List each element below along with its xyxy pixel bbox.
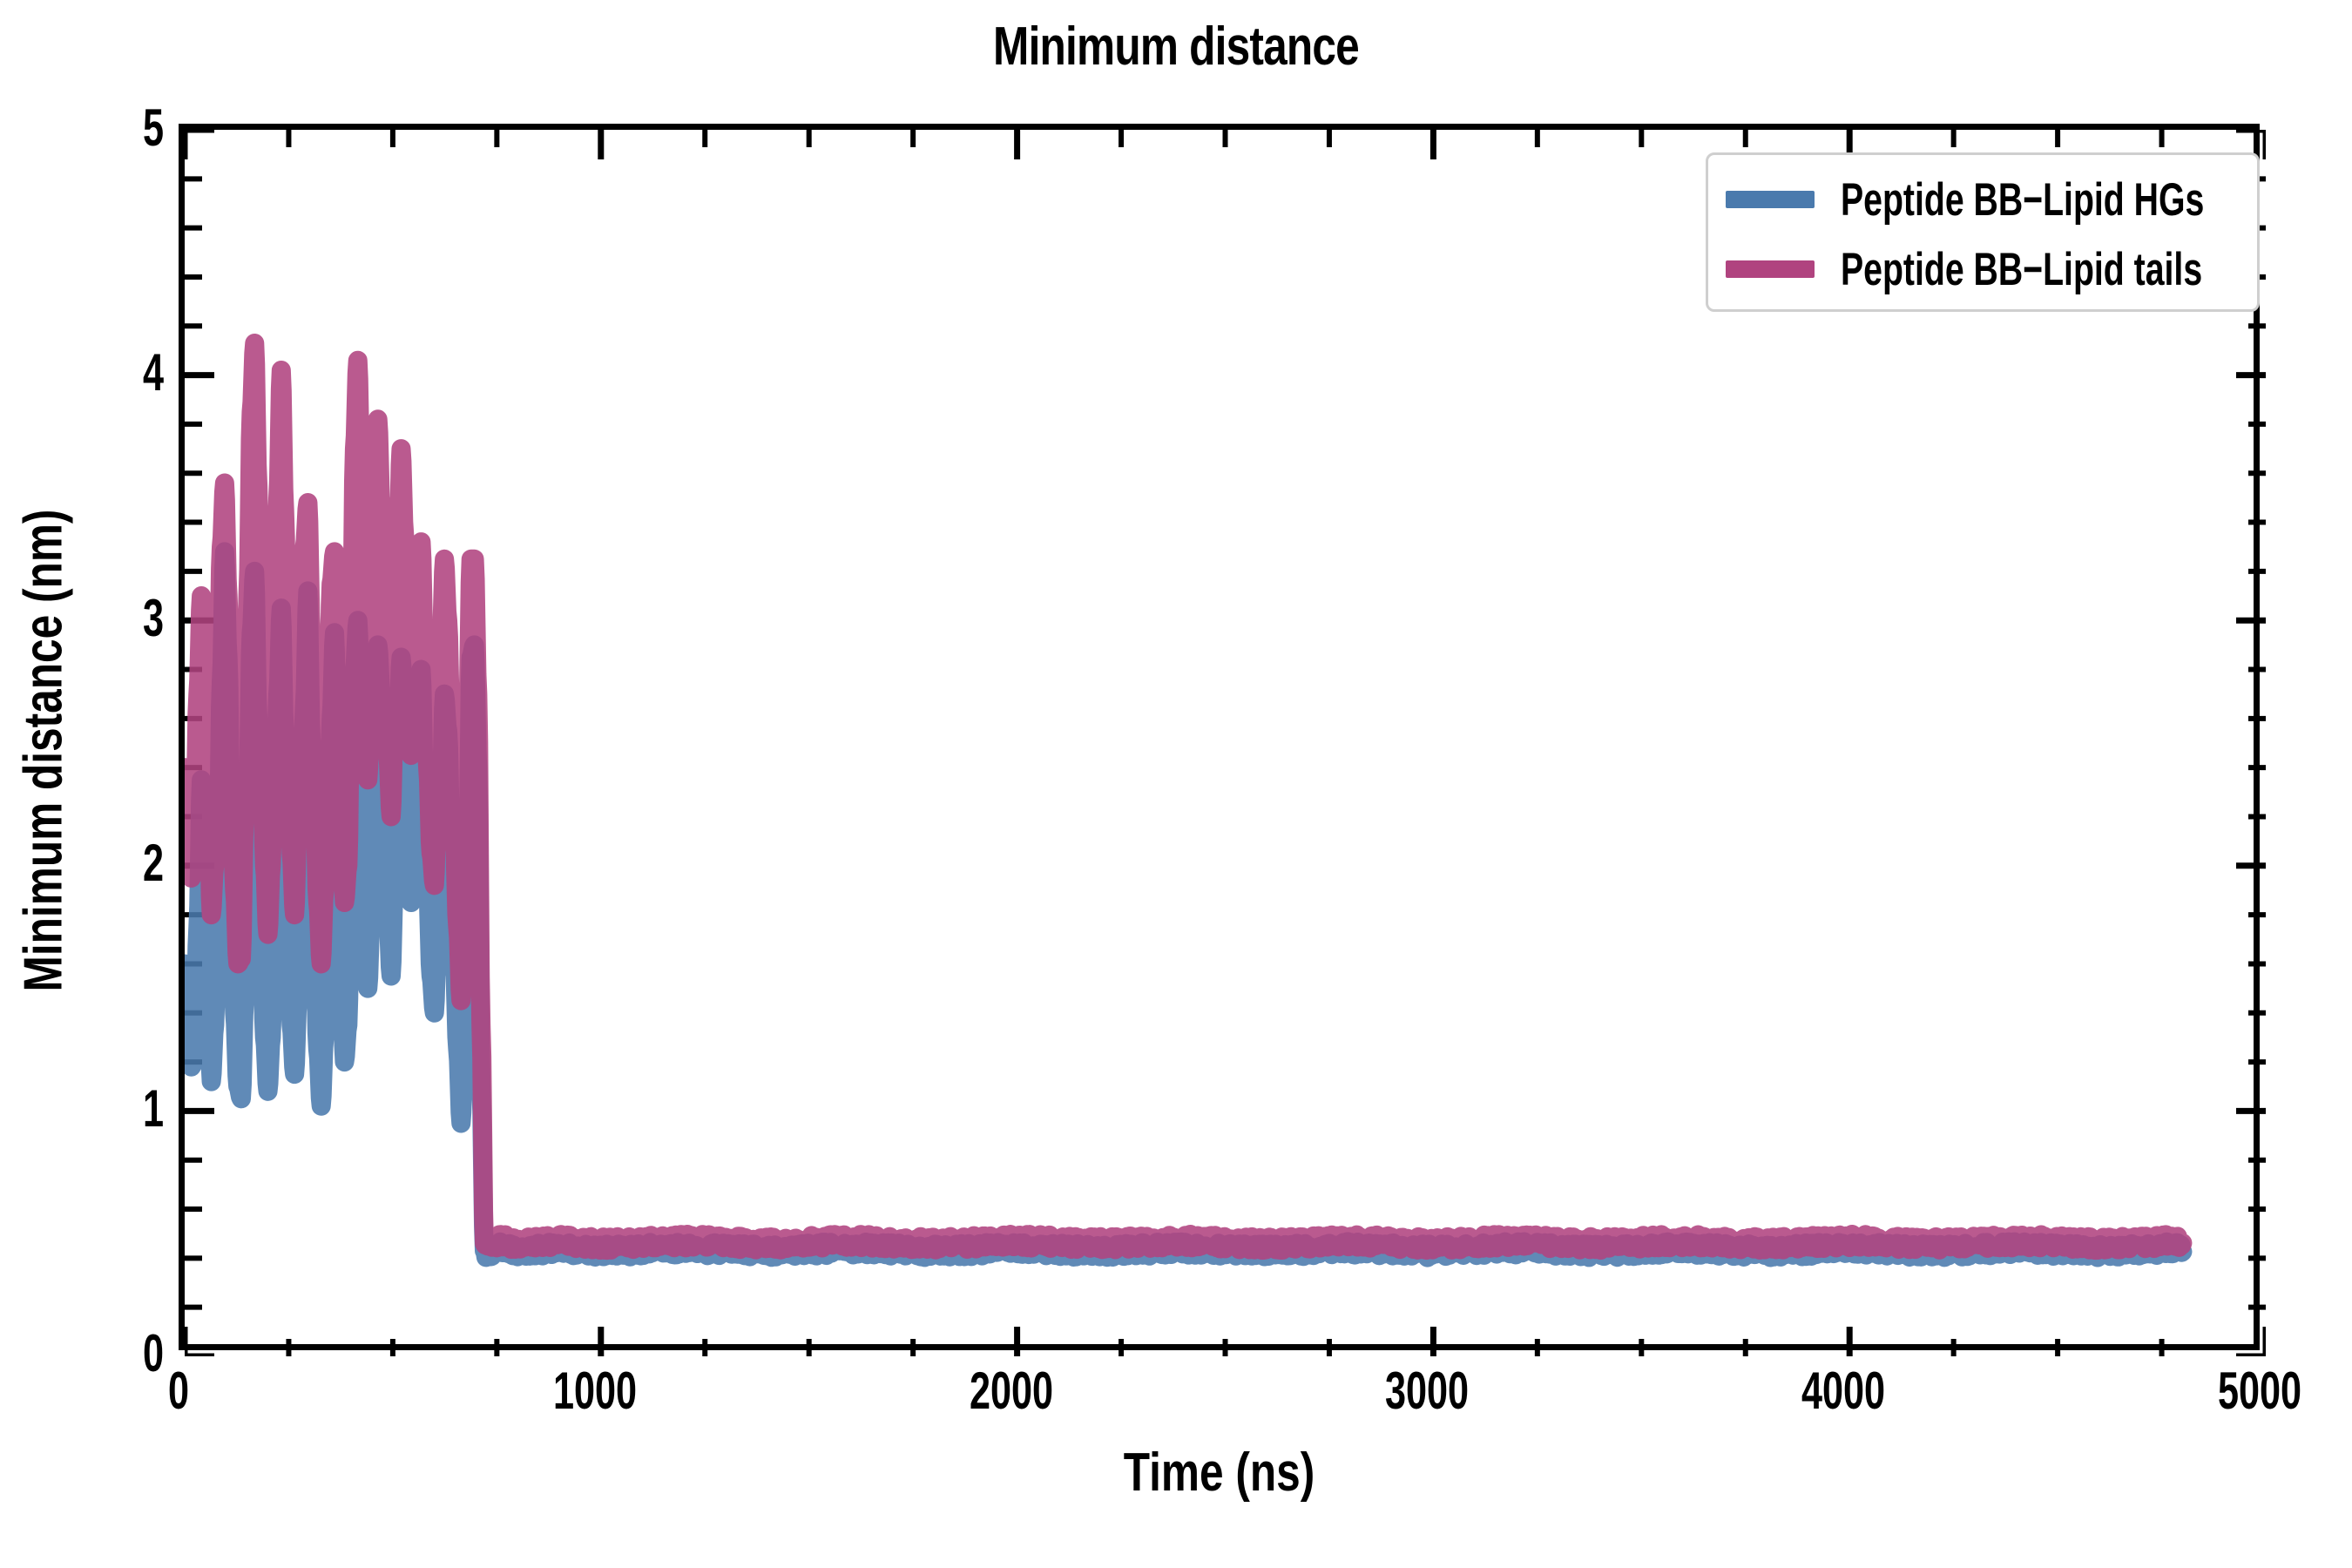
legend-swatch-hgs: [1726, 191, 1815, 208]
x-tick-label-1000: 1000: [552, 1362, 638, 1420]
plot-area: [179, 124, 2266, 1356]
series-line: [185, 333, 2193, 1260]
data-series-group: [185, 333, 2193, 1267]
x-tick-label-0: 0: [167, 1362, 190, 1420]
y-tick-label-1: 1: [142, 1079, 164, 1138]
y-tick-label-5: 5: [142, 98, 164, 157]
x-tick-label-2000: 2000: [969, 1362, 1054, 1420]
plot-svg: [185, 130, 2266, 1356]
axis-ticks: [185, 130, 2266, 1356]
y-axis-label: Minimum distance (nm): [13, 509, 74, 992]
legend-item-hgs: Peptide BB−Lipid HGs: [1726, 173, 2332, 226]
legend-swatch-tails: [1726, 260, 1815, 278]
x-axis-label: Time (ns): [1123, 1443, 1315, 1503]
x-tick-label-3000: 3000: [1384, 1362, 1470, 1420]
y-tick-label-4: 4: [142, 343, 164, 402]
page-title: Minimum distance: [993, 17, 1360, 77]
y-tick-label-0: 0: [142, 1324, 164, 1382]
legend: Peptide BB−Lipid HGs Peptide BB−Lipid ta…: [1706, 152, 2260, 312]
x-tick-label-5000: 5000: [2217, 1362, 2302, 1420]
legend-label-tails: Peptide BB−Lipid tails: [1841, 243, 2203, 295]
legend-item-tails: Peptide BB−Lipid tails: [1726, 243, 2329, 295]
y-tick-label-2: 2: [142, 834, 164, 892]
y-tick-label-3: 3: [142, 589, 164, 647]
legend-label-hgs: Peptide BB−Lipid HGs: [1841, 173, 2205, 226]
x-tick-label-4000: 4000: [1801, 1362, 1886, 1420]
